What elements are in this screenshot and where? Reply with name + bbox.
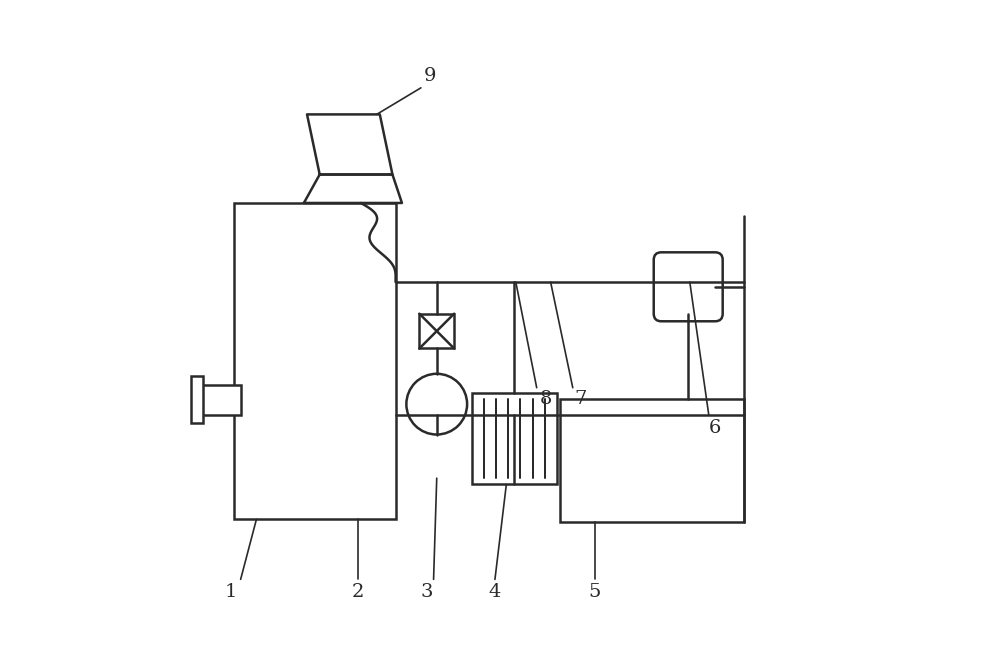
Bar [191,376,203,423]
Text: 9: 9 [424,67,437,86]
Text: 8: 8 [539,390,552,408]
Bar [560,399,744,523]
Text: 3: 3 [421,583,433,601]
Text: 5: 5 [589,583,601,601]
Bar [472,393,557,484]
Bar [234,203,396,519]
Text: 6: 6 [709,418,721,436]
Text: 2: 2 [351,583,364,601]
Bar [419,314,454,349]
Text: 7: 7 [575,390,587,408]
Text: 4: 4 [489,583,501,601]
FancyBboxPatch shape [654,252,723,322]
Text: 1: 1 [225,583,237,601]
Bar [196,385,241,415]
